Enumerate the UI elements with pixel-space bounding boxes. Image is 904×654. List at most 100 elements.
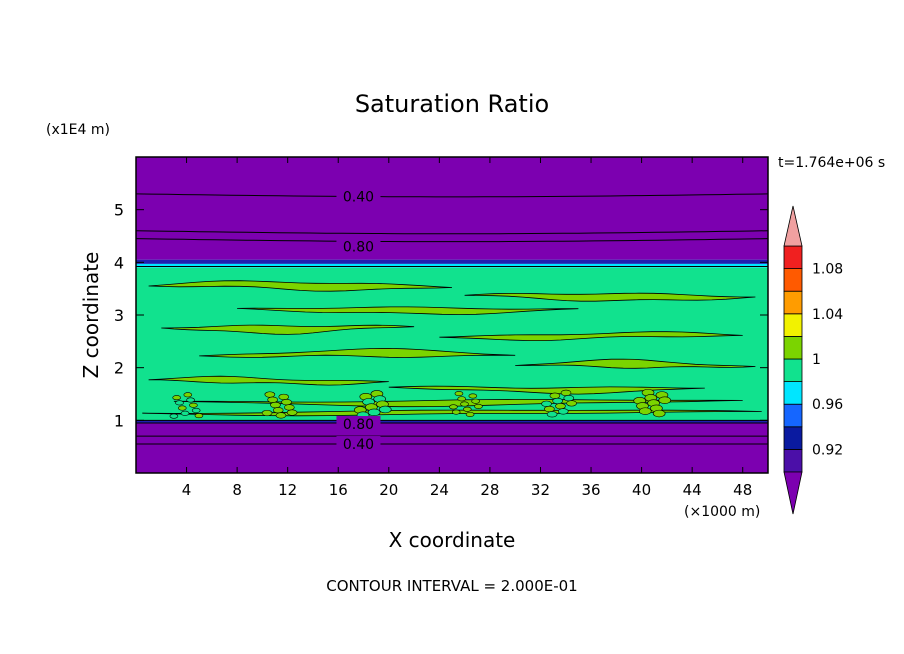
x-axis: 4 8 12 16 20 24 28 32 36 40 44 48 [182,157,752,499]
x-tick-label: 28 [480,481,499,499]
contour-speck [457,396,467,402]
contour-patch [148,280,453,292]
contour-speck [546,411,558,418]
colorbar-swatch [783,358,803,383]
x-axis-label: X coordinate [389,528,516,552]
contour-speck [367,408,381,417]
chart-title: Saturation Ratio [355,90,549,118]
contour-speck [175,400,184,406]
contour-speck [454,391,464,397]
y-tick-label: 1 [114,411,124,430]
contour-line [136,238,768,243]
contour-speck [563,395,575,402]
contour-speck [264,391,276,398]
contour-speck [552,397,563,405]
y-tick-label: 2 [114,359,124,378]
y-tick-label: 5 [114,201,124,220]
contour-speck [462,406,472,412]
contour-labels: 0.40 0.80 0.80 0.40 [336,188,381,453]
contour-speck [177,405,187,411]
contour-speck [272,407,284,414]
contour-patch [464,292,756,302]
contour-band [136,259,768,264]
contour-speck [652,409,666,418]
contour-patches [142,280,762,419]
colorbar-under-arrow [783,471,803,515]
contour-band [136,422,768,473]
colorbar-swatch [783,335,803,360]
contour-speck [194,413,204,419]
plot-area: 0.400.800.800.40 4 8 12 16 20 24 28 32 36 40 44 48 … [114,156,769,499]
contour-patch [161,324,415,335]
contour-speck [270,401,281,409]
colorbar-label: 1 [812,352,821,368]
contour-band [136,263,768,268]
contour-speck [451,409,461,415]
colorbar-swatch [783,403,803,428]
x-tick-label: 36 [581,481,600,499]
x-tick-label: 20 [379,481,398,499]
colorbar: 0.92 0.96 1 1.04 1.08 [783,205,843,515]
colorbar-swatch [783,426,803,450]
x-tick-label: 40 [632,481,651,499]
x-tick-label: 24 [430,481,449,499]
contour-patch [388,385,705,395]
contour-patch [148,375,389,386]
contour-interval-note: CONTOUR INTERVAL = 2.000E-01 [326,577,577,595]
contour-band [136,157,768,260]
contour-patch [439,331,743,342]
colorbar-label: 0.96 [812,397,843,413]
x-unit-label: (×1000 m) [684,504,760,520]
contour-label: 0.40 [343,437,374,453]
contour-speck [191,407,201,413]
contour-speck [180,410,190,416]
x-tick-label: 44 [683,481,702,499]
contour-speck [555,403,566,410]
contour-speck [449,404,458,410]
contour-speck [275,412,287,419]
contour-speck [281,399,292,406]
contour-label-bg [336,436,381,453]
colorbar-swatch [783,381,803,405]
colorbar-swatch [783,290,803,315]
contour-speck [189,402,198,408]
contour-speck [183,392,193,398]
y-tick-label: 3 [114,306,124,325]
contour-speck [474,403,483,409]
y-unit-label: (x1E4 m) [46,122,110,138]
contour-speck [278,393,290,401]
contour-patch [237,306,579,315]
contour-label: 0.80 [343,417,374,433]
contour-speck [267,396,278,403]
x-tick-label: 16 [329,481,348,499]
contour-patch [142,409,762,417]
colorbar-swatch [783,448,803,473]
contour-speck [638,407,652,415]
colorbar-swatch [783,268,803,292]
contour-speck [549,392,561,399]
contour-label-bg [336,416,381,433]
contour-speck [284,404,295,411]
contour-patch [199,347,516,358]
contour-speck [658,396,672,404]
contour-speck [169,413,179,419]
x-tick-label: 12 [278,481,297,499]
y-axis-label: Z coordinate [79,252,103,379]
contour-speck [378,405,392,414]
contour-speck [186,397,195,403]
contour-label: 0.40 [343,190,374,206]
time-label: t=1.764e+06 s [778,155,885,171]
contour-label: 0.80 [343,240,374,256]
contour-speck [261,409,273,417]
colorbar-label: 1.08 [812,262,843,278]
contour-speck [544,405,555,413]
contour-patch [515,358,756,369]
contour-band [136,267,768,421]
contour-speck [172,395,182,401]
contour-speck [566,400,577,407]
contour-label-bg [336,188,381,205]
x-tick-label: 8 [232,481,242,499]
contour-speck [286,409,298,416]
x-tick-label: 48 [733,481,752,499]
